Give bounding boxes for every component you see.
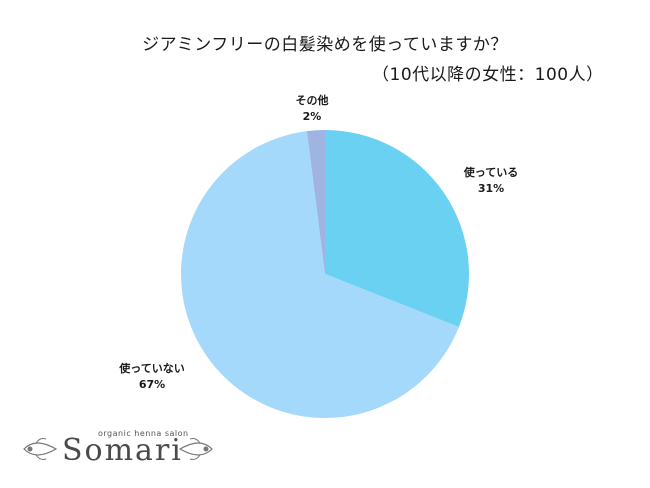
slice-label-other-name: その他 (295, 94, 329, 107)
pie-slice-other (306, 130, 325, 274)
somari-logo: organic henna salon Somari (20, 423, 216, 473)
logo-ornament-right-icon (178, 438, 213, 460)
logo-subtitle: organic henna salon (98, 429, 189, 438)
slice-label-using-name: 使っている (463, 166, 519, 179)
slice-label-other-value: 2% (302, 110, 322, 123)
pie-slice-not-using (181, 131, 459, 419)
slice-label-using: 使っている 31% (456, 165, 526, 197)
logo-ornament-left-icon (23, 438, 58, 460)
logo-brand: Somari (62, 433, 183, 468)
slice-label-not-using: 使っていない 67% (110, 361, 194, 393)
pie-slice-using (325, 130, 469, 328)
slice-label-other: その他 2% (287, 93, 337, 125)
slice-label-not-using-value: 67% (138, 378, 166, 391)
chart-title-line2: （10代以降の女性：100人） (372, 65, 604, 85)
chart-title-line1: ジアミンフリーの白髪染めを使っていますか？ (142, 35, 508, 55)
slice-label-not-using-name: 使っていない (119, 362, 185, 375)
slice-label-using-value: 31% (477, 182, 505, 195)
